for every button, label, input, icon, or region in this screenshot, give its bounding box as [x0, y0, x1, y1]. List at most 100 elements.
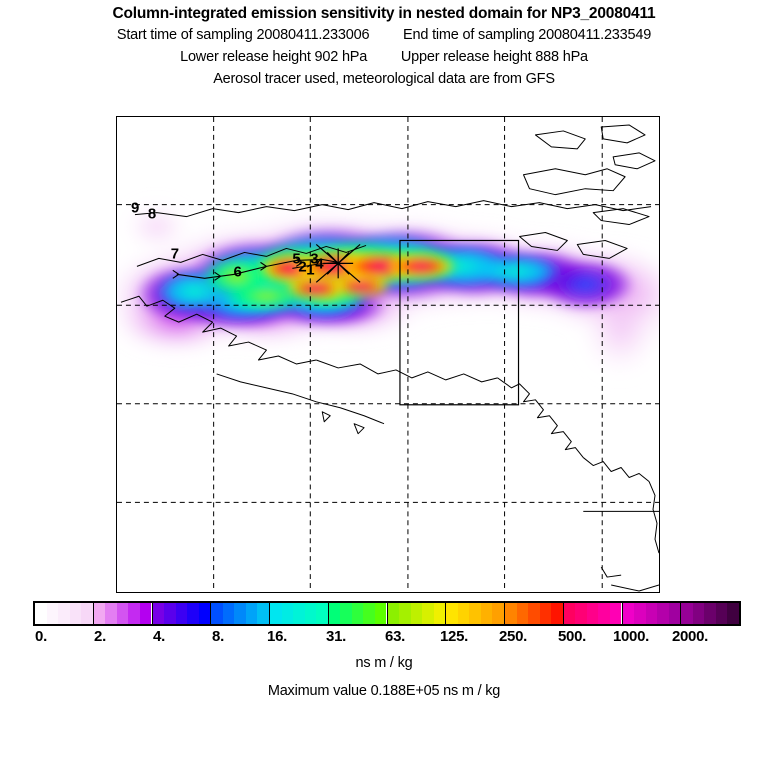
colorbar-swatch: [46, 603, 59, 624]
colorbar-tick-label: 0.: [35, 628, 47, 645]
border-line-b: [611, 584, 659, 592]
colorbar-swatch: [328, 603, 341, 624]
colorbar-swatch: [81, 603, 93, 624]
colorbar-swatch: [469, 603, 481, 624]
end-time-label: End time of sampling 20080411.233549: [403, 27, 652, 43]
trajectory-track: [172, 257, 339, 281]
north-slope-coast: [136, 244, 367, 267]
island-kodiak: [321, 411, 331, 423]
colorbar-swatch: [704, 603, 716, 624]
colorbar-swatch: [116, 603, 129, 624]
colorbar-swatch: [270, 603, 282, 624]
trajectory-marker-5: 5: [292, 250, 300, 267]
colorbar-swatch: [175, 603, 188, 624]
colorbar-segment: [152, 603, 212, 624]
colorbar-swatch: [316, 603, 328, 624]
colorbar-swatch: [245, 603, 258, 624]
colorbar-segment: [211, 603, 270, 624]
colorbar-tick-label: 4.: [153, 628, 165, 645]
colorbar-swatch: [539, 603, 552, 624]
colorbar-swatch: [609, 603, 622, 624]
colorbar-swatch: [234, 603, 246, 624]
map-plot-area[interactable]: 9 8 7 6 5 2 1 4 3: [116, 116, 660, 593]
colorbar-swatch: [622, 603, 635, 624]
colorbar-swatch: [551, 603, 563, 624]
colorbar-segment: [563, 603, 623, 624]
colorbar-segment: [622, 603, 682, 624]
colorbar-swatch: [433, 603, 446, 624]
colorbar-swatch: [634, 603, 646, 624]
colorbar-swatch: [35, 603, 47, 624]
colorbar-swatch: [657, 603, 669, 624]
colorbar-swatch: [304, 603, 317, 624]
plume-core-hot: [257, 249, 457, 301]
colorbar-swatch: [575, 603, 587, 624]
colorbar-swatch: [128, 603, 140, 624]
coastline-layer: [120, 124, 659, 592]
trajectory-marker-3: 3: [310, 250, 318, 267]
colorbar-swatch: [387, 603, 400, 624]
colorbar-swatch: [681, 603, 693, 624]
colorbar-swatch: [480, 603, 493, 624]
colorbar-swatch: [222, 603, 235, 624]
inland-detail: [600, 566, 622, 578]
colorbar-swatch: [257, 603, 269, 624]
page-title: Column-integrated emission sensitivity i…: [112, 5, 656, 22]
graticule-gridlines: [117, 117, 659, 592]
colorbar-swatch: [715, 603, 728, 624]
trajectory-marker-1: 1: [306, 261, 314, 278]
colorbar-segment: [93, 603, 153, 624]
arctic-island-d: [612, 152, 656, 170]
colorbar-segment: [505, 603, 564, 624]
nested-domain-box: [399, 239, 520, 406]
colorbar-segment: [328, 603, 388, 624]
emission-sensitivity-plume: [117, 202, 659, 379]
arctic-island-c: [523, 168, 626, 196]
colorbar-segment: [35, 603, 94, 624]
colorbar-swatch: [69, 603, 82, 624]
colorbar-swatch: [645, 603, 658, 624]
vancouver-coast: [582, 457, 650, 482]
colorbar-swatch: [139, 603, 152, 624]
west-alaska-coast: [120, 295, 317, 365]
colorbar-swatch: [211, 603, 223, 624]
header-block: Column-integrated emission sensitivity i…: [0, 4, 768, 90]
trajectory-marker-6: 6: [234, 263, 242, 280]
arctic-coast: [134, 200, 652, 218]
colorbar-swatch: [446, 603, 458, 624]
colorbar-swatch: [692, 603, 705, 624]
colorbar-swatch: [363, 603, 375, 624]
colorbar-segment: [387, 603, 447, 624]
colorbar-swatch: [528, 603, 540, 624]
colorbar-segment: [681, 603, 739, 624]
colorbar[interactable]: [33, 601, 741, 626]
colorbar-swatch: [340, 603, 352, 624]
colorbar-swatch: [164, 603, 176, 624]
trajectory-marker-9: 9: [131, 200, 139, 217]
colorbar-tick-label: 63.: [385, 628, 405, 645]
colorbar-swatch: [93, 603, 106, 624]
lower-release-height-label: Lower release height 902 hPa: [180, 49, 368, 65]
colorbar-swatch: [105, 603, 117, 624]
colorbar-swatch: [410, 603, 423, 624]
colorbar-swatch: [281, 603, 294, 624]
release-point-marker[interactable]: [315, 244, 361, 283]
colorbar-swatch: [374, 603, 387, 624]
trajectory-marker-4: 4: [315, 255, 324, 272]
colorbar-tick-label: 250.: [499, 628, 527, 645]
maximum-value-label: Maximum value 0.188E+05 ns m / kg: [267, 683, 501, 699]
colorbar-unit-label: ns m / kg: [355, 655, 413, 671]
colorbar-swatch: [586, 603, 599, 624]
colorbar-swatch: [422, 603, 434, 624]
panhandle-coast: [497, 377, 584, 458]
colorbar-tick-label: 16.: [267, 628, 287, 645]
trajectory-marker-7: 7: [171, 245, 179, 262]
colorbar-swatch: [58, 603, 70, 624]
colorbar-swatch: [457, 603, 470, 624]
colorbar-tick-label: 31.: [326, 628, 346, 645]
colorbar-swatch: [668, 603, 681, 624]
colorbar-tick-label: 2000.: [671, 628, 709, 645]
colorbar-tick-label: 8.: [212, 628, 224, 645]
colorbar-tick-label: 2.: [94, 628, 106, 645]
